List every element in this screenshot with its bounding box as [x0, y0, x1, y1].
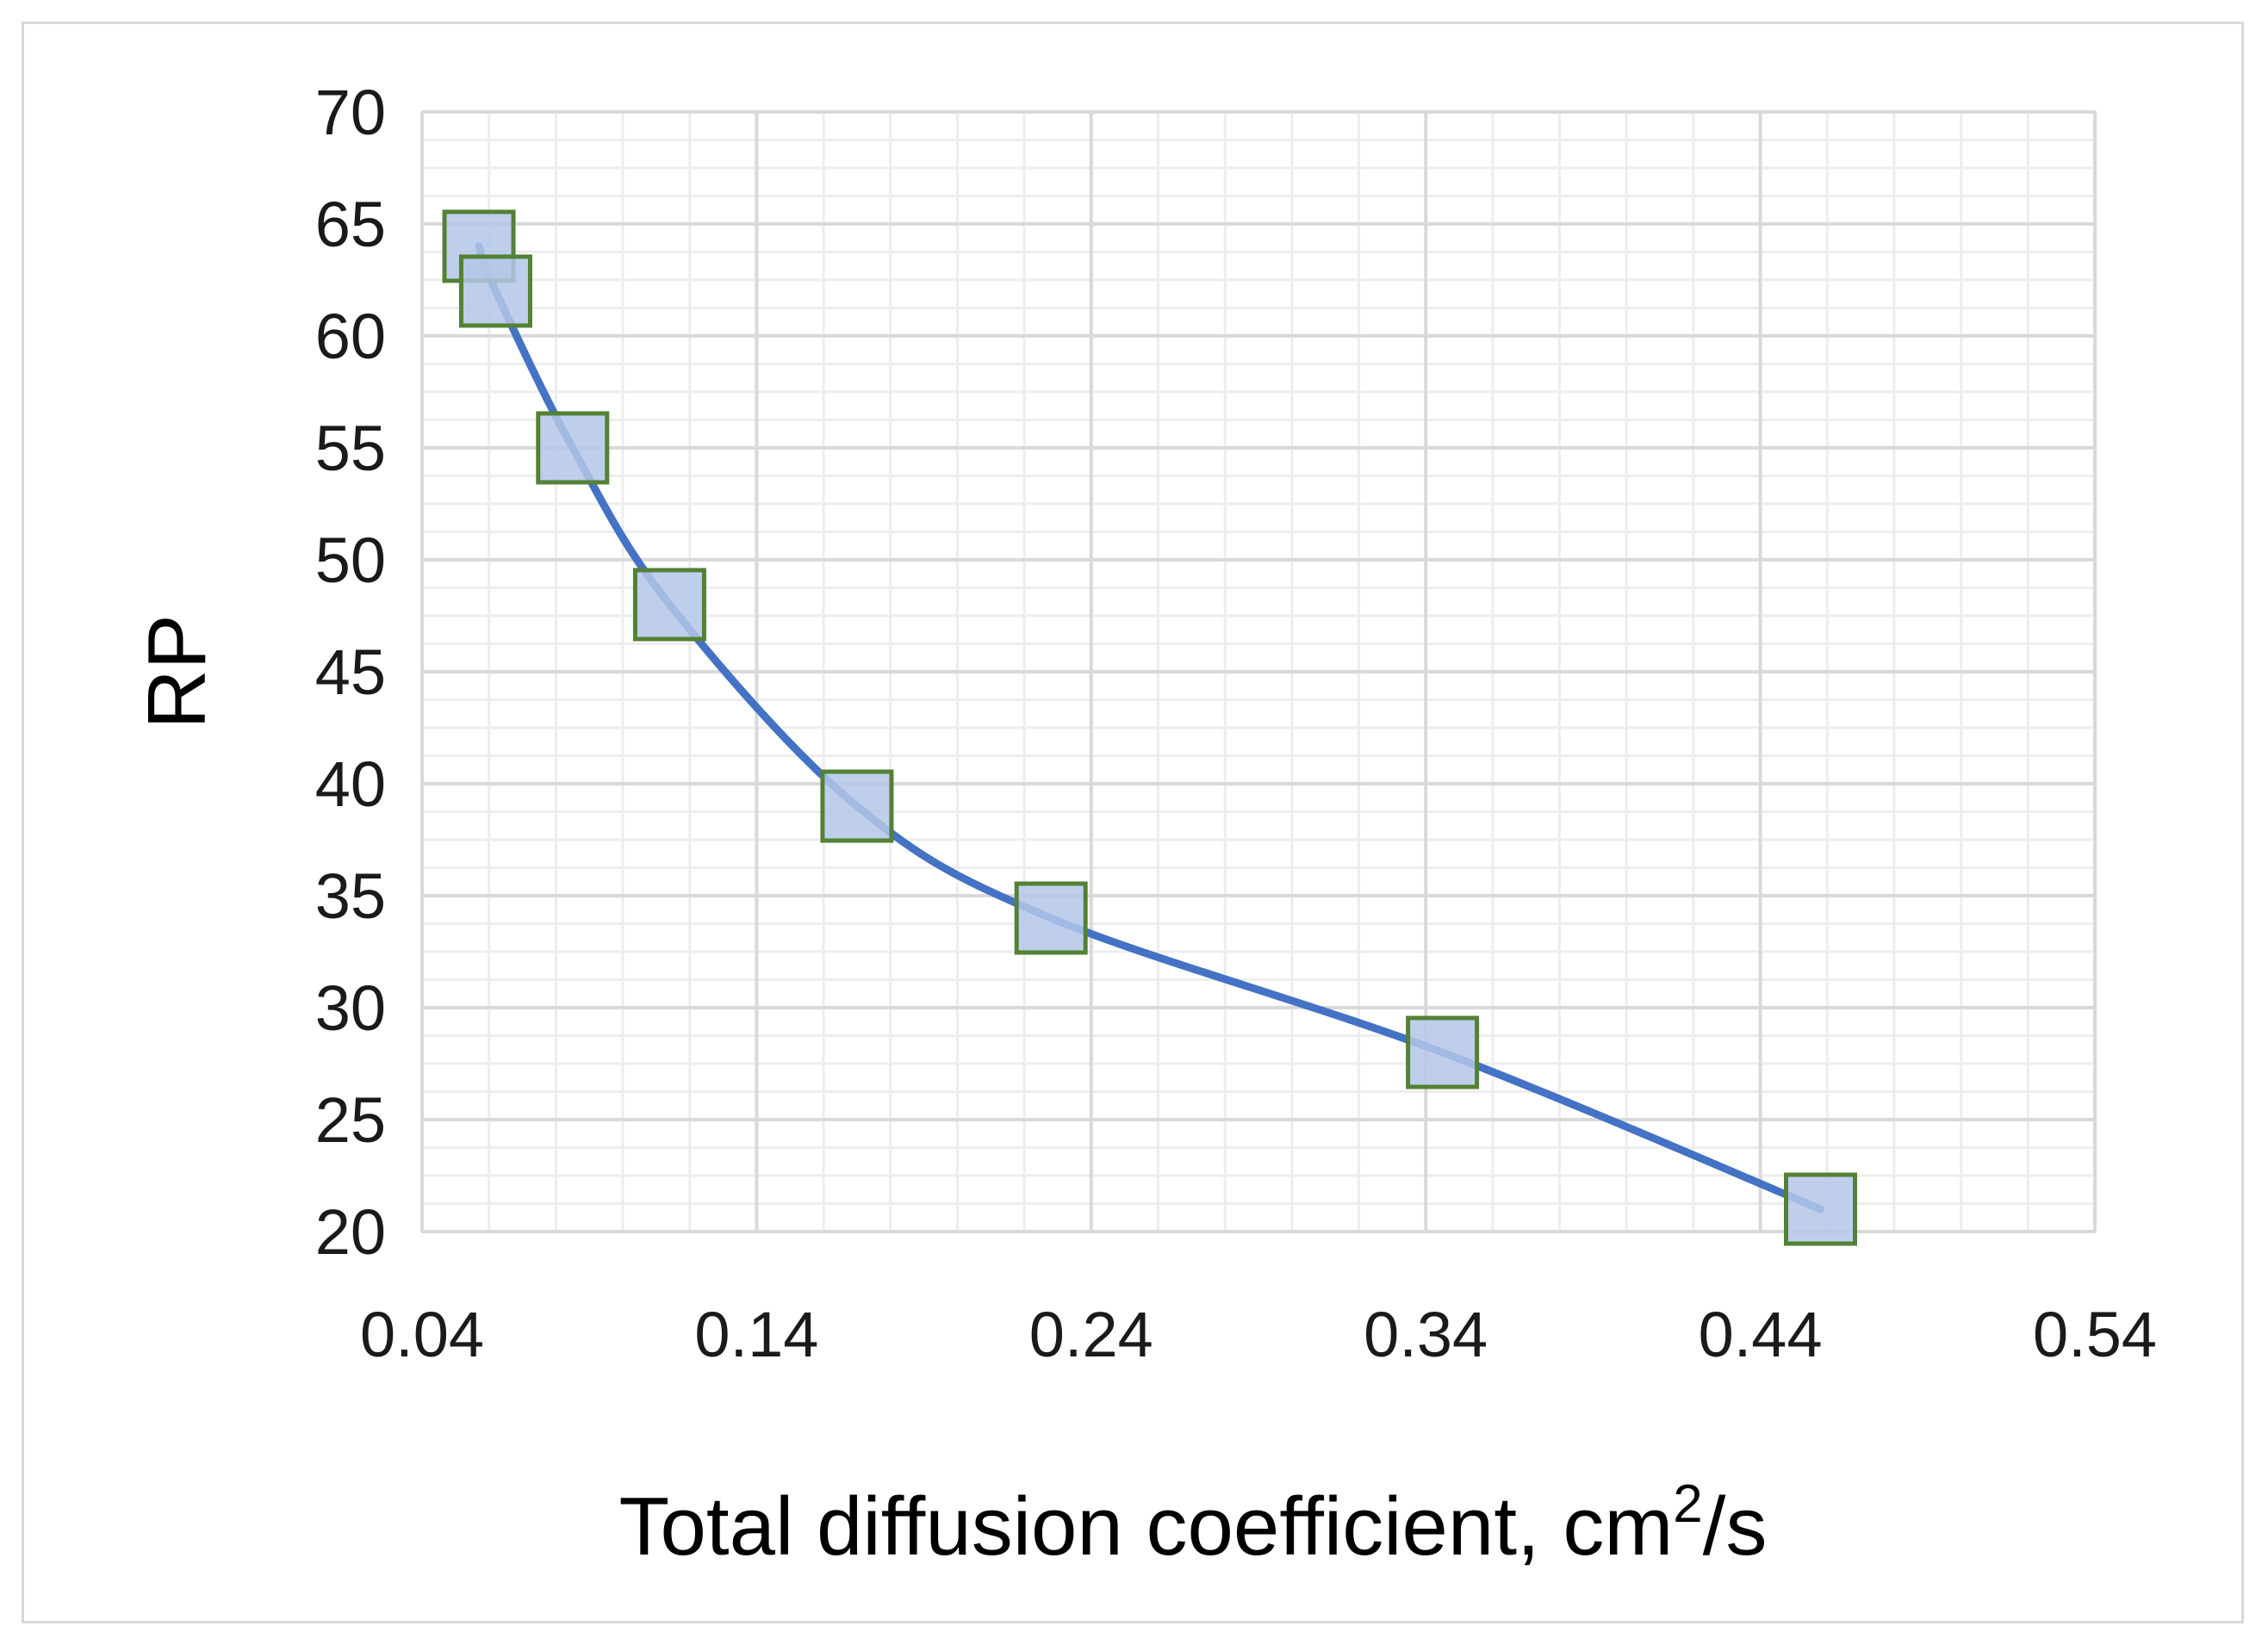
chart-frame [22, 22, 2244, 1623]
data-point-marker [632, 568, 706, 642]
y-axis-title: RP [131, 614, 223, 729]
y-tick-label: 65 [315, 189, 386, 260]
x-axis-title: Total diffusion coefficient, cm2/s [619, 1474, 1768, 1573]
x-tick-label: 0.24 [1029, 1299, 1153, 1370]
x-axis-title-suffix: /s [1703, 1480, 1768, 1573]
data-point-marker [1014, 881, 1088, 955]
y-axis-tick-labels: 20 25 30 35 40 45 50 55 60 65 70 [315, 77, 386, 1268]
y-tick-label: 60 [315, 301, 386, 372]
y-tick-label: 20 [315, 1196, 386, 1268]
x-tick-label: 0.14 [694, 1299, 818, 1370]
y-tick-label: 35 [315, 860, 386, 932]
y-tick-label: 40 [315, 748, 386, 820]
data-point-marker [1784, 1172, 1858, 1246]
x-tick-label: 0.34 [1364, 1299, 1488, 1370]
plot-area-border [420, 110, 2097, 1233]
data-point-marker [1406, 1015, 1480, 1089]
y-tick-label: 70 [315, 77, 386, 148]
y-tick-label: 25 [315, 1084, 386, 1156]
x-axis-title-main: Total diffusion coefficient, cm [619, 1480, 1674, 1573]
data-markers [442, 209, 1858, 1246]
y-tick-label: 50 [315, 524, 386, 596]
data-point-marker [820, 769, 894, 843]
x-tick-label: 0.54 [2033, 1299, 2157, 1370]
x-tick-label: 0.44 [1699, 1299, 1823, 1370]
y-tick-label: 45 [315, 636, 386, 708]
data-point-marker [458, 254, 532, 328]
y-tick-label: 55 [315, 413, 386, 484]
y-tick-label: 30 [315, 972, 386, 1044]
data-point-marker [536, 411, 610, 485]
x-tick-label: 0.04 [360, 1299, 484, 1370]
x-axis-title-superscript: 2 [1673, 1474, 1702, 1534]
x-axis-tick-labels: 0.04 0.14 0.24 0.34 0.44 0.54 [360, 1299, 2157, 1370]
